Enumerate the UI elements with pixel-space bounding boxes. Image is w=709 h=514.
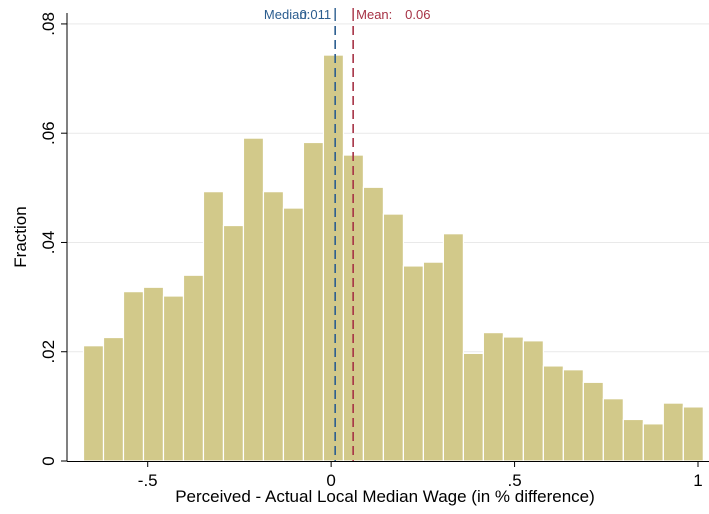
histogram-bars bbox=[82, 54, 704, 462]
histogram-bar bbox=[282, 207, 305, 462]
histogram-bar bbox=[562, 369, 584, 462]
median-label: Median: bbox=[264, 7, 310, 22]
histogram-bar bbox=[202, 191, 225, 462]
histogram-bar bbox=[102, 336, 125, 462]
histogram-bar bbox=[682, 406, 704, 462]
histogram-bar bbox=[462, 352, 484, 462]
histogram-bar bbox=[422, 261, 444, 462]
histogram-bar bbox=[162, 295, 185, 462]
histogram-bar bbox=[622, 418, 644, 462]
histogram-bar bbox=[82, 345, 105, 462]
x-axis-title: Perceived - Actual Local Median Wage (in… bbox=[175, 487, 595, 506]
x-tick-label: -.5 bbox=[138, 471, 158, 490]
histogram-bar bbox=[182, 274, 205, 462]
histogram-bar bbox=[302, 141, 325, 462]
median-value: 0.011 bbox=[300, 7, 332, 22]
histogram-bar bbox=[542, 365, 564, 462]
y-axis-title: Fraction bbox=[11, 206, 30, 267]
histogram-bar bbox=[642, 423, 664, 462]
reference-lines: Median:0.011 Mean: 0.06 bbox=[264, 7, 430, 461]
histogram-bar bbox=[502, 336, 524, 462]
histogram-bar bbox=[382, 213, 405, 462]
axes: 0 .02 .04 .06 .08 -.5 0 .5 1 bbox=[39, 12, 709, 490]
x-tick-label: 0 bbox=[326, 471, 335, 490]
x-tick-label: 1 bbox=[693, 471, 702, 490]
histogram-bar bbox=[402, 265, 425, 462]
y-tick-label: .04 bbox=[39, 231, 58, 255]
histogram-bar bbox=[442, 233, 464, 462]
mean-label: Mean: bbox=[356, 7, 392, 22]
histogram-bar bbox=[322, 54, 345, 462]
y-tick-label: 0 bbox=[39, 456, 58, 465]
histogram-bar bbox=[142, 286, 165, 462]
y-tick-label: .02 bbox=[39, 340, 58, 364]
histogram-bar bbox=[362, 186, 385, 462]
histogram-bar bbox=[582, 381, 604, 462]
histogram-bar bbox=[262, 191, 285, 462]
histogram-bar bbox=[122, 291, 145, 462]
y-tick-label: .06 bbox=[39, 121, 58, 145]
histogram-bar bbox=[522, 340, 544, 462]
y-tick-label: .08 bbox=[39, 12, 58, 36]
histogram-bar bbox=[662, 402, 684, 462]
histogram-bar bbox=[242, 137, 265, 462]
histogram-bar bbox=[602, 398, 624, 462]
histogram-bar bbox=[482, 332, 504, 462]
mean-value: 0.06 bbox=[405, 7, 430, 22]
x-tick-label: .5 bbox=[507, 471, 521, 490]
histogram-bar bbox=[222, 224, 245, 462]
